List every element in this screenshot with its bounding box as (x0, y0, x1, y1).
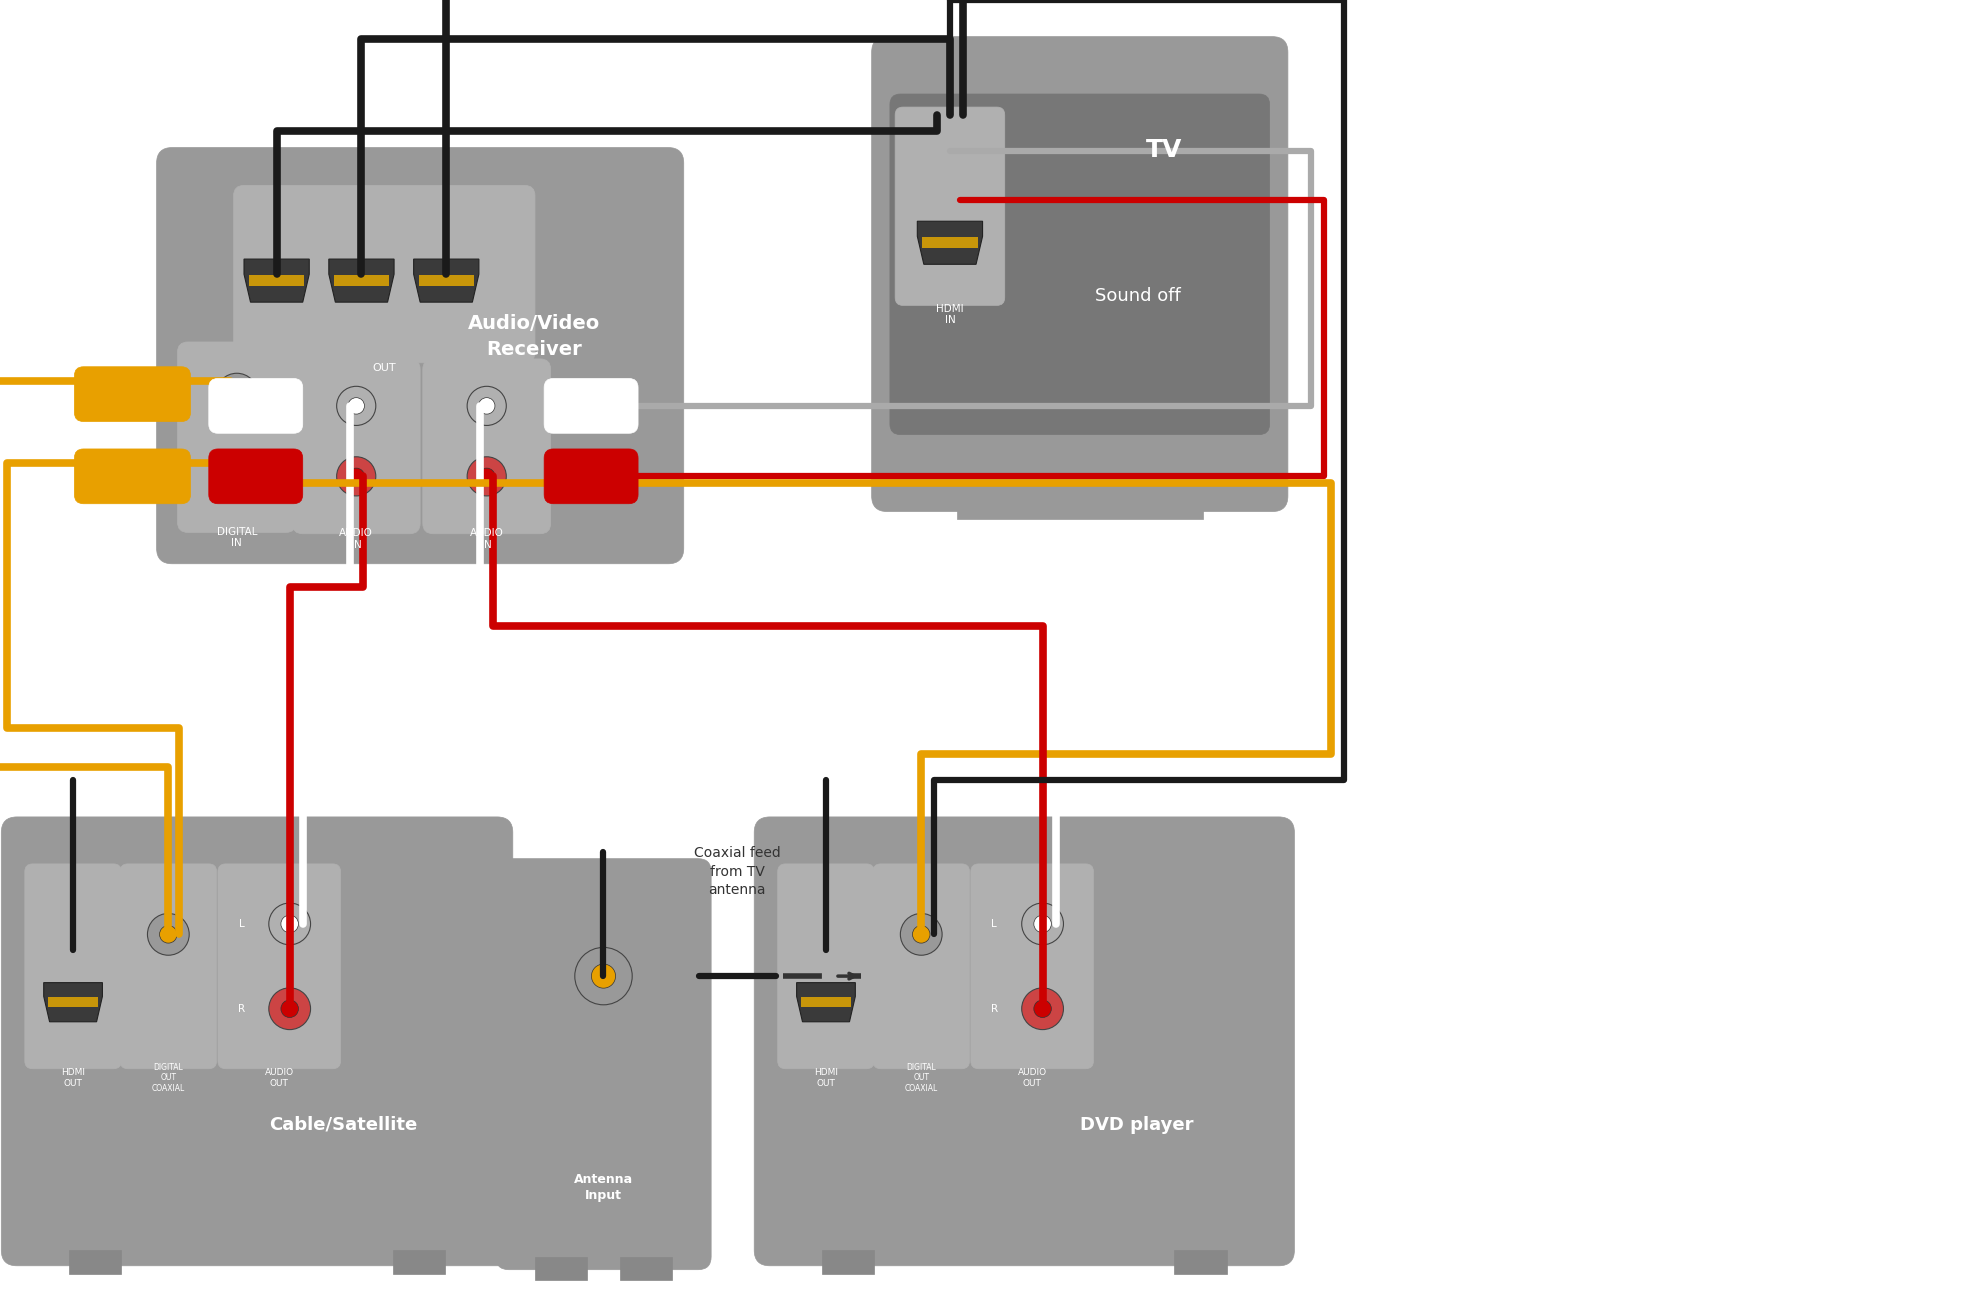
FancyBboxPatch shape (496, 859, 711, 1270)
Polygon shape (413, 260, 479, 303)
Text: DIGITAL
OUT
COAXIAL: DIGITAL OUT COAXIAL (904, 1064, 937, 1092)
Bar (70, 1250, 121, 1274)
Text: L: L (238, 919, 244, 929)
Text: AUDIO
OUT: AUDIO OUT (1017, 1069, 1047, 1087)
Circle shape (228, 467, 246, 485)
Circle shape (338, 386, 375, 425)
Text: TV: TV (1146, 138, 1182, 162)
Circle shape (228, 385, 246, 403)
Text: HDMI
IN: HDMI IN (935, 304, 963, 325)
Text: L: L (991, 919, 997, 929)
Bar (800, 997, 850, 1007)
Circle shape (479, 468, 495, 484)
Text: R: R (238, 1004, 244, 1014)
Text: Sound off: Sound off (1094, 287, 1180, 305)
Bar (620, 1257, 671, 1280)
FancyBboxPatch shape (872, 37, 1287, 512)
FancyBboxPatch shape (544, 378, 638, 433)
Bar (534, 1257, 588, 1280)
Text: R: R (991, 1004, 997, 1014)
FancyBboxPatch shape (234, 185, 534, 363)
Circle shape (280, 915, 298, 933)
Text: AUDIO
OUT: AUDIO OUT (264, 1069, 294, 1087)
Circle shape (574, 947, 632, 1005)
Circle shape (216, 455, 258, 497)
Text: Antenna
Input: Antenna Input (574, 1173, 634, 1202)
Polygon shape (918, 222, 983, 265)
FancyBboxPatch shape (292, 359, 421, 534)
Circle shape (348, 468, 365, 484)
Text: AUDIO
IN: AUDIO IN (340, 529, 373, 549)
Circle shape (900, 913, 941, 955)
FancyBboxPatch shape (874, 864, 969, 1069)
Text: OUT: OUT (373, 363, 395, 373)
Text: DVD player: DVD player (1080, 1116, 1194, 1134)
FancyBboxPatch shape (2, 817, 512, 1266)
Text: Audio/Video
Receiver: Audio/Video Receiver (469, 313, 600, 359)
FancyBboxPatch shape (779, 864, 874, 1069)
Polygon shape (244, 260, 310, 303)
FancyBboxPatch shape (755, 817, 1295, 1266)
Circle shape (1035, 915, 1051, 933)
Bar (248, 275, 304, 286)
Circle shape (467, 457, 506, 496)
FancyBboxPatch shape (544, 449, 638, 504)
Bar (822, 1250, 874, 1274)
FancyBboxPatch shape (73, 449, 191, 504)
Bar (957, 496, 1204, 519)
Circle shape (1021, 988, 1063, 1030)
Circle shape (1021, 903, 1063, 945)
Circle shape (338, 457, 375, 496)
Bar (1174, 1250, 1227, 1274)
Circle shape (147, 913, 189, 955)
FancyBboxPatch shape (896, 107, 1005, 305)
Polygon shape (796, 983, 856, 1022)
Bar (922, 238, 977, 248)
FancyBboxPatch shape (971, 864, 1094, 1069)
Circle shape (216, 373, 258, 415)
FancyBboxPatch shape (423, 359, 550, 534)
FancyBboxPatch shape (209, 449, 302, 504)
Text: DIGITAL
OUT
COAXIAL: DIGITAL OUT COAXIAL (151, 1064, 185, 1092)
Circle shape (280, 1000, 298, 1018)
Circle shape (159, 925, 177, 944)
Bar (334, 275, 389, 286)
Circle shape (348, 398, 365, 414)
Circle shape (467, 386, 506, 425)
Text: HDMI
OUT: HDMI OUT (62, 1069, 85, 1087)
FancyBboxPatch shape (24, 864, 121, 1069)
Text: Coaxial feed
from TV
antenna: Coaxial feed from TV antenna (693, 847, 780, 897)
Polygon shape (44, 983, 103, 1022)
Polygon shape (330, 260, 393, 303)
Circle shape (1035, 1000, 1051, 1018)
FancyBboxPatch shape (209, 378, 302, 433)
FancyBboxPatch shape (218, 864, 340, 1069)
Bar (393, 1250, 445, 1274)
Bar (48, 997, 97, 1007)
Circle shape (268, 903, 310, 945)
Text: AUDIO
IN: AUDIO IN (471, 529, 504, 549)
Bar (1011, 444, 1150, 496)
Circle shape (592, 964, 616, 988)
FancyBboxPatch shape (157, 147, 683, 564)
FancyBboxPatch shape (177, 342, 296, 532)
FancyBboxPatch shape (890, 94, 1269, 435)
Text: Cable/Satellite: Cable/Satellite (270, 1116, 417, 1134)
Circle shape (268, 988, 310, 1030)
Circle shape (479, 398, 495, 414)
Text: HDMI
OUT: HDMI OUT (814, 1069, 838, 1087)
FancyBboxPatch shape (73, 367, 191, 422)
Text: DIGITAL
IN: DIGITAL IN (216, 527, 256, 548)
Bar (419, 275, 475, 286)
Circle shape (912, 925, 929, 944)
FancyBboxPatch shape (119, 864, 216, 1069)
